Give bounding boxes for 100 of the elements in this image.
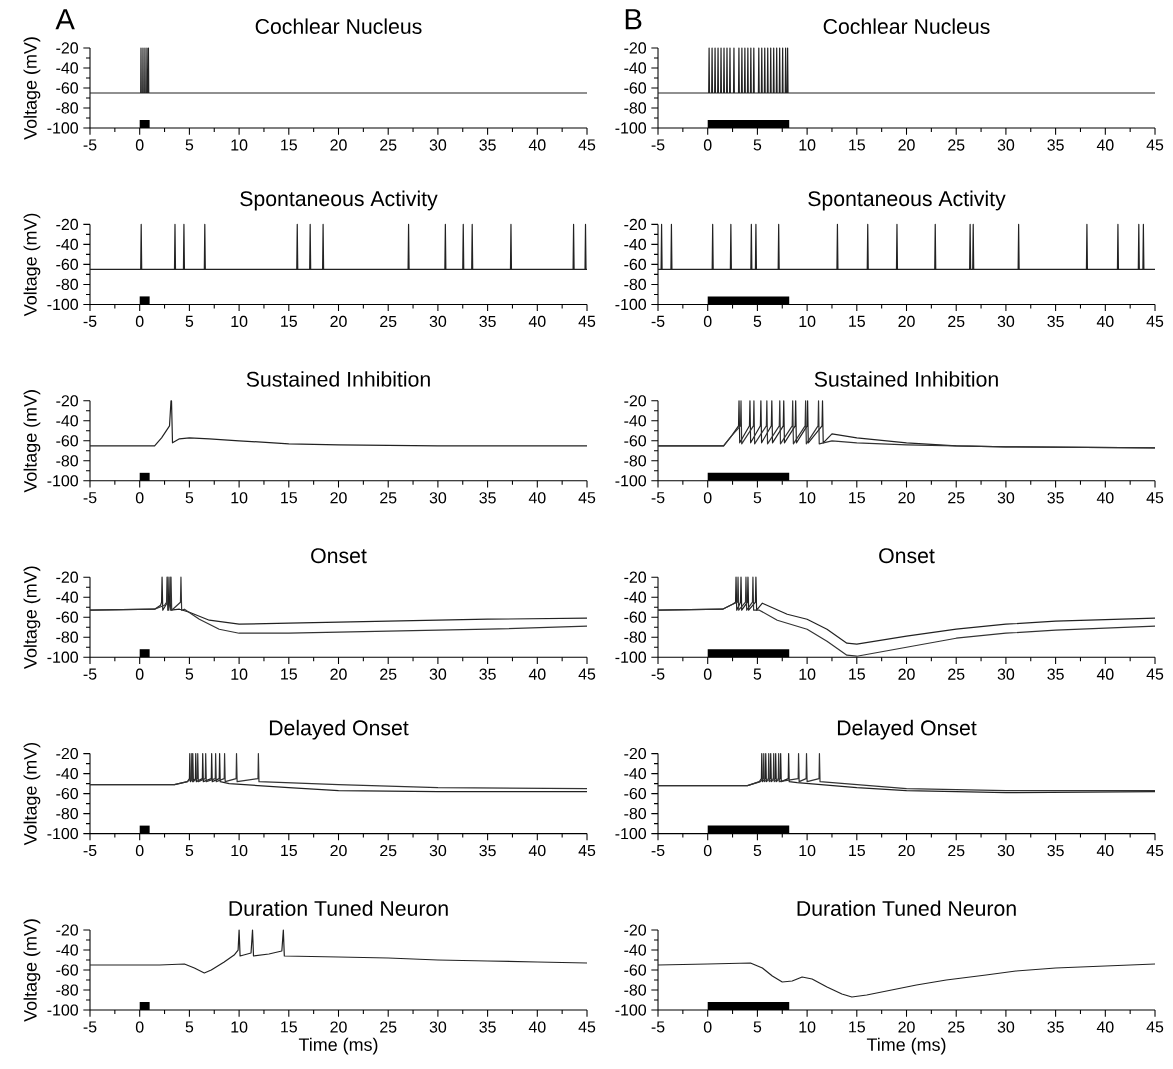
chart-title: Sustained Inhibition xyxy=(814,371,998,387)
x-tick-label: -5 xyxy=(651,668,665,680)
x-tick-label: -5 xyxy=(83,1021,97,1033)
x-tick-label: -5 xyxy=(83,668,97,680)
x-tick-label: 0 xyxy=(703,1021,712,1033)
x-tick-label: 5 xyxy=(185,492,194,504)
x-tick-label: 5 xyxy=(753,139,762,151)
y-tick-label: -60 xyxy=(56,611,79,623)
y-tick-label: -100 xyxy=(615,651,647,663)
x-tick-label: 15 xyxy=(281,139,297,151)
x-tick-label: 30 xyxy=(429,668,447,680)
x-tick-label: 40 xyxy=(1096,844,1114,857)
x-tick-label: 5 xyxy=(753,668,762,680)
y-tick-label: -60 xyxy=(624,82,647,94)
x-tick-label: 10 xyxy=(799,139,816,151)
y-tick-label: -60 xyxy=(624,258,647,271)
x-tick-label: 20 xyxy=(330,668,347,680)
x-tick-label: 0 xyxy=(703,139,712,151)
y-tick-label: -100 xyxy=(47,651,79,663)
x-tick-label: 15 xyxy=(849,1021,865,1033)
x-tick-label: 30 xyxy=(429,315,447,328)
x-tick-label: 25 xyxy=(380,492,397,504)
y-tick-label: -80 xyxy=(624,631,647,643)
y-tick-label: -60 xyxy=(624,787,647,800)
y-tick-label: -80 xyxy=(56,631,79,643)
y-tick-label: -60 xyxy=(624,611,647,623)
x-axis-title: Time (ms) xyxy=(866,1037,946,1055)
y-tick-label: -80 xyxy=(624,102,647,114)
x-tick-label: 0 xyxy=(703,844,712,857)
x-tick-label: 20 xyxy=(898,315,915,328)
x-tick-label: 40 xyxy=(528,139,546,151)
x-tick-label: 0 xyxy=(135,668,144,680)
y-tick-label: -40 xyxy=(624,591,647,603)
y-tick-label: -60 xyxy=(624,435,647,447)
chart-title: Cochlear Nucleus xyxy=(255,18,422,35)
x-tick-label: 15 xyxy=(281,492,297,504)
x-tick-label: -5 xyxy=(651,139,665,151)
x-tick-label: 0 xyxy=(135,1021,144,1033)
x-tick-label: 10 xyxy=(799,844,816,857)
x-tick-label: 15 xyxy=(281,315,297,327)
y-tick-label: -80 xyxy=(624,455,647,467)
x-tick-label: 20 xyxy=(898,492,915,504)
x-tick-label: 10 xyxy=(231,315,248,328)
x-tick-label: 35 xyxy=(1047,1021,1064,1033)
chart-title: Delayed Onset xyxy=(269,719,409,740)
line-series xyxy=(89,400,588,447)
y-tick-label: -40 xyxy=(56,415,79,427)
x-tick-label: 5 xyxy=(753,315,762,327)
text: A xyxy=(55,9,75,30)
y-tick-label: -20 xyxy=(624,218,647,231)
y-tick-label: -80 xyxy=(56,102,79,114)
x-tick-label: 15 xyxy=(281,668,297,680)
x-tick-label: 45 xyxy=(1146,315,1164,327)
x-tick-label: 40 xyxy=(1096,668,1114,680)
x-tick-label: 30 xyxy=(429,1021,447,1033)
x-tick-label: -5 xyxy=(83,844,97,857)
y-tick-label: -100 xyxy=(615,122,647,134)
x-tick-label: 0 xyxy=(703,492,712,504)
x-tick-label: 0 xyxy=(703,315,712,328)
chart-title: Onset xyxy=(311,548,367,564)
y-tick-label: -20 xyxy=(56,747,79,760)
y-tick-label: -40 xyxy=(56,944,79,956)
y-tick-label: -20 xyxy=(56,218,79,231)
x-tick-label: -5 xyxy=(651,1021,665,1033)
line-series xyxy=(657,400,1156,449)
y-tick-label: -100 xyxy=(615,475,647,487)
x-tick-label: 30 xyxy=(997,1021,1015,1033)
x-tick-label: 15 xyxy=(281,1021,297,1033)
x-tick-label: 35 xyxy=(479,1021,496,1033)
x-tick-label: 30 xyxy=(997,844,1015,857)
x-tick-label: 25 xyxy=(948,139,965,151)
x-tick-label: 5 xyxy=(185,1021,194,1033)
x-tick-label: 25 xyxy=(948,315,965,328)
x-tick-label: 40 xyxy=(528,315,546,328)
x-tick-label: 5 xyxy=(185,668,194,680)
y-tick-label: -40 xyxy=(56,767,79,780)
y-tick-label: -60 xyxy=(56,82,79,94)
x-tick-label: 40 xyxy=(528,668,546,680)
y-tick-label: -80 xyxy=(624,807,647,820)
chart-title: Spontaneous Activity xyxy=(808,190,1006,211)
x-tick-label: 10 xyxy=(799,315,816,328)
x-tick-label: 40 xyxy=(528,1021,546,1033)
y-tick-label: -60 xyxy=(56,435,79,447)
x-tick-label: 45 xyxy=(578,668,596,680)
x-tick-label: 25 xyxy=(948,668,965,680)
y-tick-label: -20 xyxy=(624,42,647,54)
x-tick-label: 10 xyxy=(231,844,248,857)
y-tick-label: -60 xyxy=(56,964,79,976)
x-tick-label: 10 xyxy=(799,492,816,504)
x-tick-label: 30 xyxy=(997,315,1015,328)
x-tick-label: 35 xyxy=(1047,139,1064,151)
x-axis-title: Time (ms) xyxy=(298,1037,378,1055)
x-tick-label: 5 xyxy=(185,844,194,857)
x-tick-label: 5 xyxy=(185,139,194,151)
x-tick-label: -5 xyxy=(651,315,665,327)
y-tick-label: -40 xyxy=(624,238,647,251)
y-tick-label: -20 xyxy=(56,42,79,54)
x-tick-label: 45 xyxy=(578,139,596,151)
chart-title: Onset xyxy=(879,548,935,564)
y-tick-label: -80 xyxy=(624,278,647,291)
